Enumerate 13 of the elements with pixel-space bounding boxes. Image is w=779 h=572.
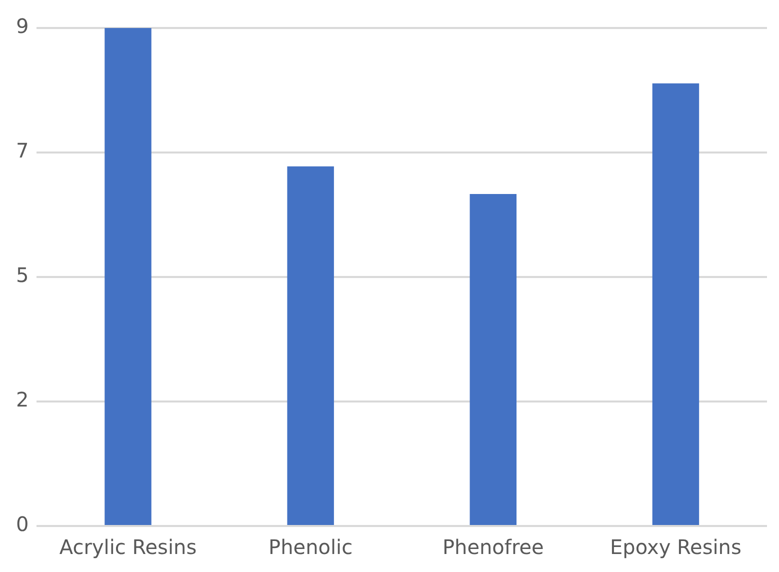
bar [470,194,517,525]
x-tick-label: Epoxy Resins [610,535,742,560]
y-tick-label: 5 [16,263,29,288]
x-tick-label: Phenolic [268,535,353,560]
x-tick-label: Phenofree [442,535,544,560]
y-tick-label: 0 [16,512,29,536]
x-tick-label: Acrylic Resins [59,535,197,560]
y-tick-label: 9 [16,14,29,38]
bar [104,28,152,525]
bar [652,83,700,525]
y-tick-label: 7 [16,138,29,163]
bar [287,166,334,525]
y-tick-label: 2 [16,388,29,412]
